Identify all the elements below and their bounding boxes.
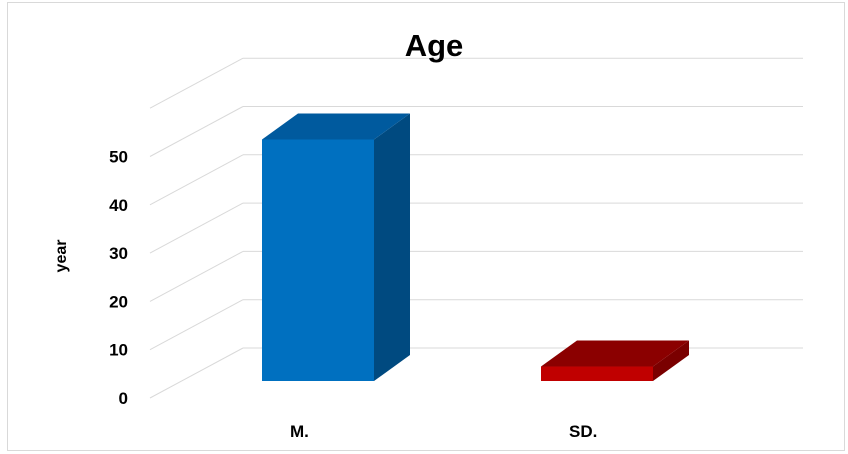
gridline-diagonal: [149, 106, 244, 157]
y-tick-label: 0: [119, 389, 128, 408]
category-label: SD.: [569, 422, 597, 441]
gridline-diagonal: [149, 154, 244, 206]
bar-1: [262, 113, 410, 381]
bar-side: [374, 113, 410, 381]
y-tick-label: 40: [109, 196, 128, 215]
gridline-diagonal: [149, 250, 244, 302]
y-axis-label: year: [53, 240, 70, 273]
gridlines: [149, 57, 803, 399]
y-tick-label: 50: [109, 148, 128, 167]
bar-top: [262, 113, 410, 140]
gridline-diagonal: [149, 299, 244, 351]
bar-top: [541, 340, 689, 367]
gridline-diagonal: [149, 57, 244, 109]
x-axis-categories: M. SD.: [290, 422, 597, 441]
y-tick-label: 10: [109, 341, 128, 360]
y-tick-label: 30: [109, 244, 128, 263]
bar-front: [262, 139, 374, 381]
gridline-diagonal: [149, 202, 244, 254]
bar-side: [653, 340, 689, 381]
bars: [262, 113, 689, 381]
chart-frame: [7, 2, 845, 451]
bar-front: [541, 366, 653, 381]
y-axis-ticks: 0 10 20 30 40 50: [109, 148, 128, 409]
y-tick-label: 20: [109, 292, 128, 311]
bar-2: [541, 340, 689, 381]
gridline-diagonal: [149, 347, 244, 399]
chart-title: Age: [405, 28, 464, 63]
category-label: M.: [290, 422, 309, 441]
